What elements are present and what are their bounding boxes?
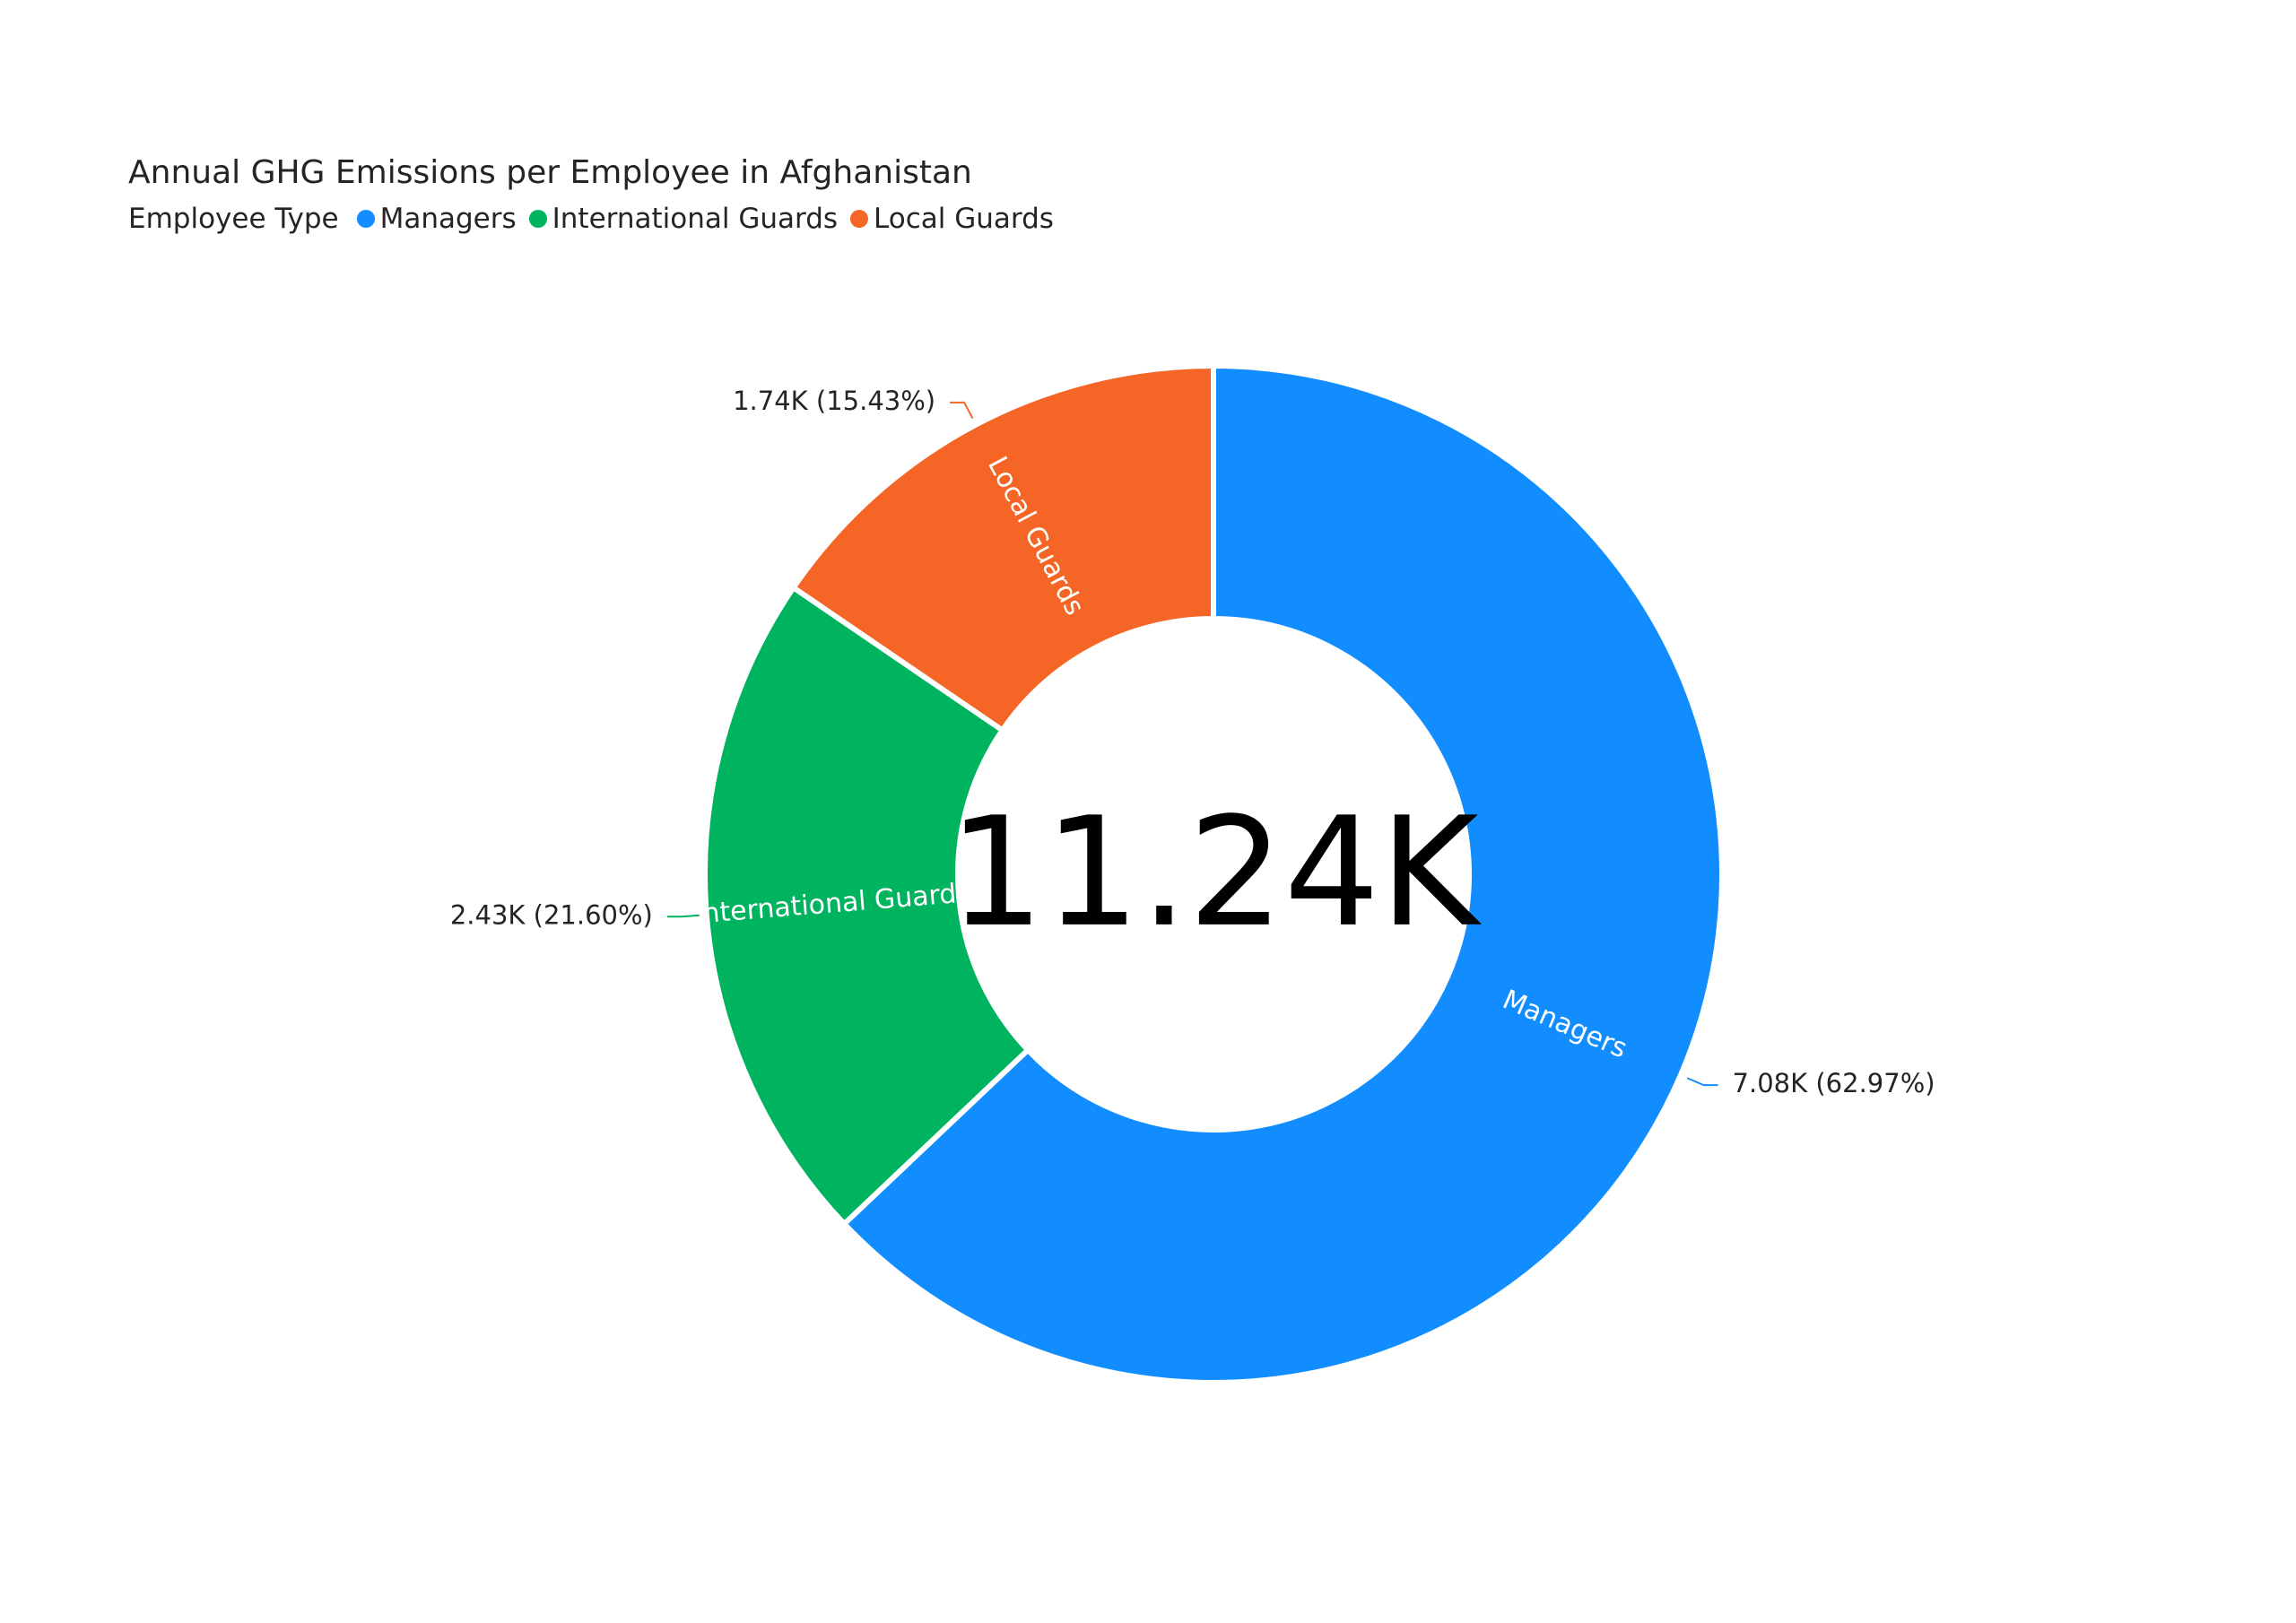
data-label-local-guards: 1.74K (15.43%) — [733, 386, 935, 416]
data-label-international-guards: 2.43K (21.60%) — [450, 899, 653, 930]
legend-item-local-guards[interactable]: Local Guards — [850, 203, 1054, 235]
legend-dot-managers — [356, 210, 375, 228]
legend-label-international-guards: International Guards — [552, 203, 839, 235]
legend-label-local-guards: Local Guards — [874, 203, 1054, 235]
data-label-managers: 7.08K (62.97%) — [1733, 1068, 1935, 1098]
leader-line-local-guards — [950, 401, 974, 420]
leader-line-managers — [1686, 1077, 1718, 1087]
slice-managers[interactable] — [841, 363, 1725, 1385]
legend-item-managers[interactable]: Managers — [356, 203, 517, 235]
legend-dot-local-guards — [850, 210, 869, 228]
chart-title: Annual GHG Emissions per Employee in Afg… — [128, 154, 972, 191]
legend: Employee Type Managers International Gua… — [128, 203, 1066, 235]
leader-line-international-guards — [666, 914, 700, 918]
legend-dot-international-guards — [528, 210, 547, 228]
slice-local-guards[interactable] — [790, 363, 1216, 733]
legend-item-international-guards[interactable]: International Guards — [528, 203, 839, 235]
slice-international-guards[interactable] — [702, 585, 1031, 1227]
legend-title: Employee Type — [128, 203, 339, 235]
legend-label-managers: Managers — [379, 203, 517, 235]
center-total: 11.24K — [948, 785, 1482, 960]
